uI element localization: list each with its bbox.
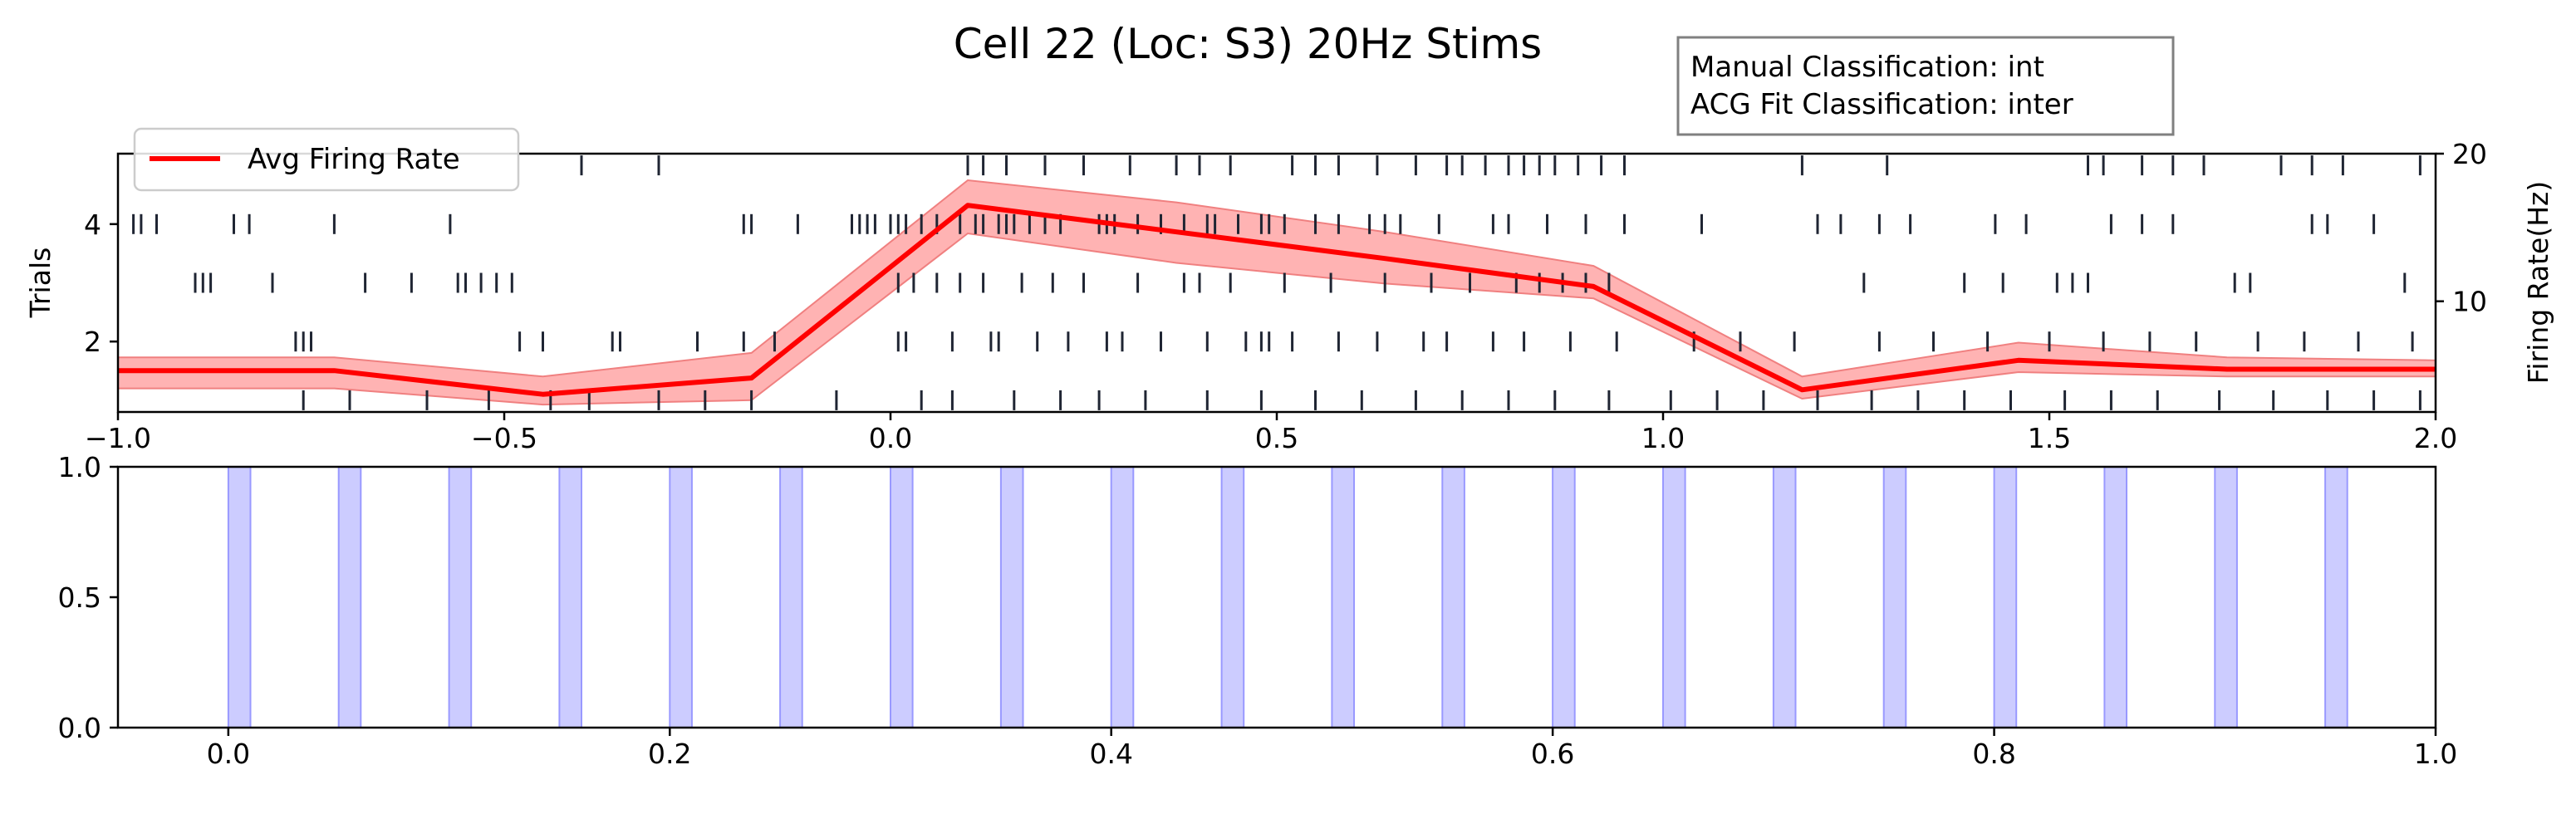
- stim-bar: [2324, 466, 2348, 728]
- stim-bar: [337, 466, 362, 728]
- stim-bar: [1110, 466, 1135, 728]
- x-tick-label: 0.8: [1972, 738, 2015, 770]
- stim-bar: [558, 466, 583, 728]
- x-tick-label: 0.5: [1255, 422, 1298, 454]
- stim-bar: [779, 466, 803, 728]
- stim-bar: [999, 466, 1024, 728]
- y-tick-label: 0.5: [58, 581, 101, 614]
- stim-bar: [1552, 466, 1576, 728]
- x-tick-label: 1.0: [1641, 422, 1685, 454]
- stim-bars: [227, 466, 2348, 728]
- legend-label: Avg Firing Rate: [248, 143, 460, 176]
- y-tick-label: 1.0: [58, 451, 101, 483]
- right-y-tick-label: 20: [2452, 138, 2487, 170]
- stim-bar: [1331, 466, 1356, 728]
- stim-bar: [448, 466, 473, 728]
- y-tick-label: 0.0: [58, 712, 101, 744]
- stim-bar: [1772, 466, 1797, 728]
- x-tick-label: 1.5: [2028, 422, 2071, 454]
- y-tick-label: 2: [84, 326, 101, 358]
- x-tick-label: 0.4: [1089, 738, 1132, 770]
- right-y-tick-label: 10: [2452, 286, 2487, 318]
- raster-x-ticks: −1.0 −0.5 0.0 0.5 1.0 1.5 2.0: [85, 412, 2457, 454]
- stim-panel: 0.0 0.2 0.4 0.6 0.8 1.0 0.0 0.5 1.0: [58, 451, 2458, 770]
- stim-bar: [227, 466, 252, 728]
- stim-bar: [1993, 466, 2018, 728]
- stim-y-ticks: 0.0 0.5 1.0: [58, 451, 118, 744]
- raster-y-ticks: 24: [84, 208, 118, 358]
- y-tick-label: 4: [84, 208, 101, 241]
- stim-bar: [1220, 466, 1245, 728]
- stim-x-ticks: 0.0 0.2 0.4 0.6 0.8 1.0: [207, 728, 2457, 770]
- stim-bar: [1882, 466, 1907, 728]
- chart-title: Cell 22 (Loc: S3) 20Hz Stims: [954, 20, 1542, 68]
- x-tick-label: 1.0: [2414, 738, 2457, 770]
- x-tick-label: 0.0: [207, 738, 250, 770]
- raster-right-y-ticks: 10 20: [2436, 138, 2487, 318]
- stim-bar: [2214, 466, 2238, 728]
- manual-classification-text: Manual Classification: int: [1690, 51, 2044, 84]
- stim-bar: [1662, 466, 1686, 728]
- acg-classification-text: ACG Fit Classification: inter: [1690, 88, 2073, 121]
- right-y-axis-label: Firing Rate(Hz): [2522, 181, 2554, 384]
- spike-raster: [132, 155, 2421, 410]
- stim-bar: [669, 466, 693, 728]
- x-tick-label: −1.0: [85, 422, 151, 454]
- x-tick-label: 2.0: [2414, 422, 2457, 454]
- stim-bar: [1441, 466, 1465, 728]
- x-tick-label: 0.2: [648, 738, 691, 770]
- legend: Avg Firing Rate: [133, 127, 520, 192]
- x-tick-label: 0.0: [869, 422, 912, 454]
- stim-bar: [2103, 466, 2127, 728]
- firing-rate-line: [118, 203, 2436, 397]
- classification-box: Manual Classification: int ACG Fit Class…: [1676, 36, 2175, 136]
- x-tick-label: −0.5: [471, 422, 537, 454]
- stim-bar: [890, 466, 914, 728]
- avg-firing-rate-line: [118, 203, 2436, 397]
- x-tick-label: 0.6: [1531, 738, 1574, 770]
- y-axis-label: Trials: [24, 248, 56, 319]
